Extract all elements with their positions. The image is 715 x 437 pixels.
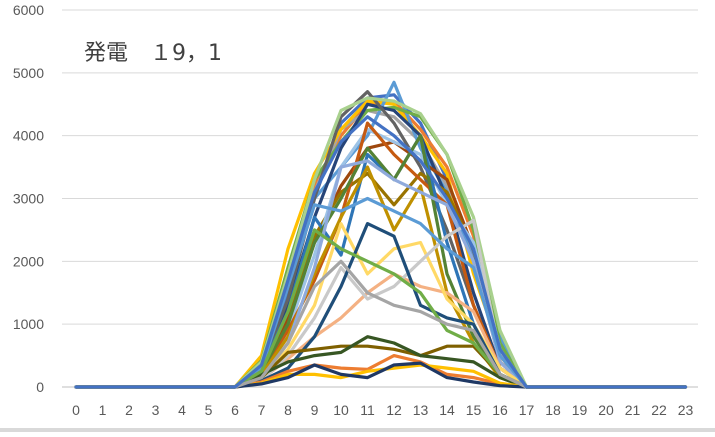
y-tick-label: 0 bbox=[36, 379, 44, 395]
series-line-8 bbox=[74, 140, 688, 389]
y-tick-label: 3000 bbox=[13, 191, 44, 207]
x-tick-label: 9 bbox=[311, 402, 319, 418]
series-line-7 bbox=[74, 102, 688, 389]
x-tick-label: 15 bbox=[466, 402, 482, 418]
x-tick-label: 2 bbox=[125, 402, 133, 418]
x-tick-label: 12 bbox=[386, 402, 402, 418]
y-tick-label: 1000 bbox=[13, 316, 44, 332]
x-tick-label: 14 bbox=[439, 402, 455, 418]
series-line-22 bbox=[74, 344, 688, 389]
series-line-3 bbox=[74, 108, 688, 389]
x-tick-label: 23 bbox=[678, 402, 694, 418]
y-tick-label: 4000 bbox=[13, 128, 44, 144]
y-tick-label: 6000 bbox=[13, 2, 44, 18]
x-tick-label: 10 bbox=[333, 402, 349, 418]
x-tick-label: 18 bbox=[545, 402, 561, 418]
x-tick-label: 19 bbox=[572, 402, 588, 418]
series-line-16 bbox=[74, 165, 688, 389]
series-line-30 bbox=[74, 115, 688, 389]
x-tick-label: 1 bbox=[99, 402, 107, 418]
x-tick-label: 5 bbox=[205, 402, 213, 418]
y-tick-label: 5000 bbox=[13, 65, 44, 81]
chart-title: 発電 １9，1 bbox=[84, 41, 222, 66]
x-tick-label: 20 bbox=[598, 402, 614, 418]
x-tick-label: 0 bbox=[72, 402, 80, 418]
x-tick-label: 22 bbox=[651, 402, 667, 418]
x-tick-label: 6 bbox=[231, 402, 239, 418]
x-tick-label: 21 bbox=[625, 402, 641, 418]
x-tick-label: 3 bbox=[152, 402, 160, 418]
series-line-25 bbox=[74, 363, 688, 389]
series-line-12 bbox=[74, 96, 688, 389]
x-tick-label: 11 bbox=[360, 402, 375, 418]
series-line-6 bbox=[74, 105, 688, 389]
x-tick-label: 16 bbox=[492, 402, 508, 418]
x-tick-label: 13 bbox=[413, 402, 429, 418]
bottom-divider bbox=[0, 428, 715, 432]
y-tick-label: 2000 bbox=[13, 253, 44, 269]
x-tick-label: 7 bbox=[258, 402, 266, 418]
x-tick-label: 8 bbox=[284, 402, 292, 418]
x-tick-label: 17 bbox=[519, 402, 535, 418]
series-line-26 bbox=[74, 361, 688, 389]
x-tick-label: 4 bbox=[178, 402, 186, 418]
